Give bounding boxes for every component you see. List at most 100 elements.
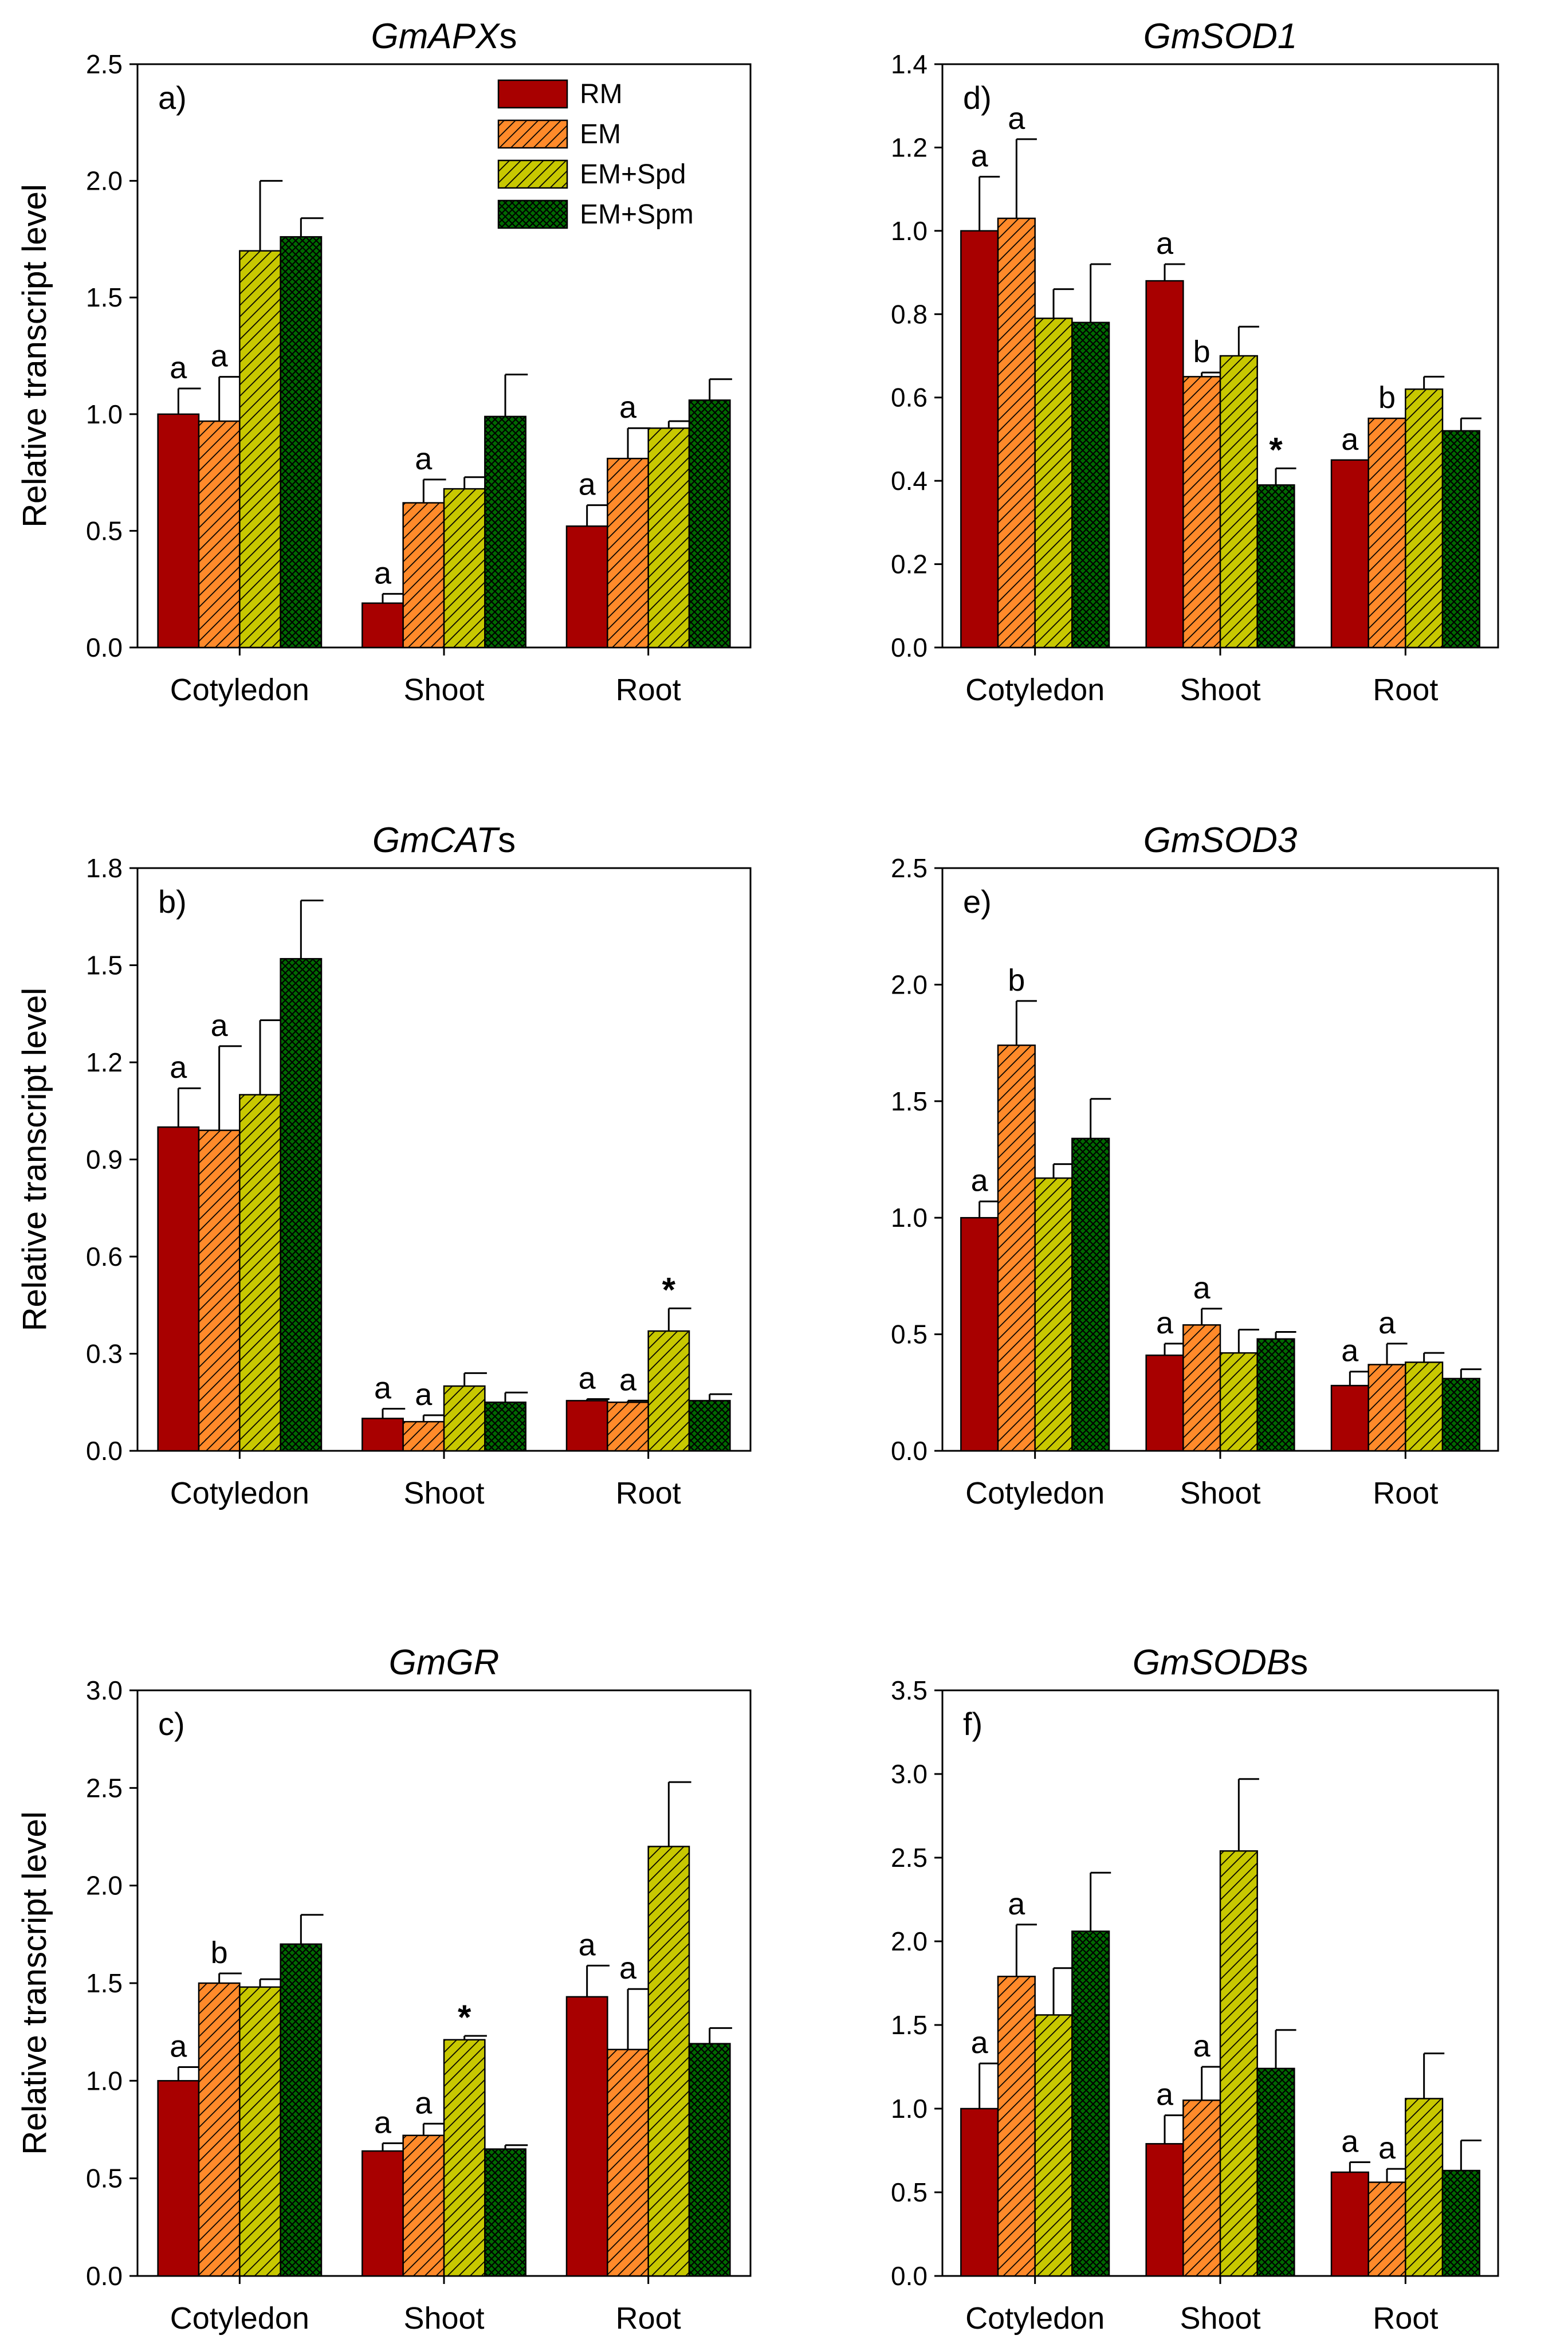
y-axis-label: Relative transcript level: [16, 988, 53, 1332]
significance-label: a: [1156, 2078, 1174, 2112]
bar-rm-cotyledon: [157, 413, 200, 649]
bar-em-root: [1367, 1364, 1406, 1452]
significance-label: a: [579, 1361, 596, 1396]
y-tick-label: 0.0: [86, 1436, 123, 1466]
y-tick-label: 0.6: [86, 1242, 123, 1271]
x-tick-label: Root: [1373, 1476, 1438, 1510]
bar-em-root: [607, 2048, 649, 2277]
significance-label: a: [579, 1928, 596, 1962]
bar-em-spm-shoot: [484, 2148, 526, 2277]
y-tick-label: 0.9: [86, 1145, 123, 1175]
y-tick-label: 1.0: [86, 399, 123, 429]
bar-em-spm-cotyledon: [1071, 1930, 1110, 2277]
bar-em-spm-cotyledon: [280, 957, 323, 1452]
significance-label: a: [170, 2029, 187, 2063]
bar-rm-cotyledon: [157, 2080, 200, 2277]
bar-rm-root: [1330, 459, 1369, 649]
chart-title: GmSOD1: [1143, 17, 1298, 56]
chart-title: GmSODBs: [1133, 1643, 1308, 1682]
y-tick-label: 0.8: [891, 299, 928, 329]
panel-label: e): [963, 884, 992, 920]
bar-rm-shoot: [361, 1418, 404, 1452]
chart-panel-f: 0.0 0.5 1.0 1.5 2.0 2.5 3.0 3.5 GmSODBs f) Relativ…: [16, 1643, 1499, 2336]
bar-rm-cotyledon: [960, 1216, 999, 1452]
chart-title: GmSOD3: [1143, 821, 1298, 860]
bar-em-spm-shoot: [484, 415, 526, 649]
x-tick-label: Root: [616, 1476, 681, 1510]
y-tick-label: 0.0: [891, 2261, 928, 2291]
bar-em-spm-cotyledon: [280, 1943, 323, 2277]
y-tick-label: 0.0: [86, 2261, 123, 2291]
bar-em-spm-root: [1441, 430, 1480, 649]
y-tick-label: 2.0: [86, 166, 123, 196]
bar-em-shoot: [402, 1420, 445, 1452]
bar-em-cotyledon: [997, 217, 1036, 649]
significance-label: a: [170, 1050, 187, 1085]
significance-label: a: [1341, 1334, 1359, 1368]
significance-label: a: [1008, 1887, 1025, 1921]
bar-rm-shoot: [361, 602, 404, 649]
bar-rm-root: [565, 1996, 608, 2277]
bar-em-spm-root: [1441, 1377, 1480, 1452]
bar-em-shoot: [1182, 376, 1221, 649]
significance-label: b: [1193, 335, 1211, 369]
legend-label: EM+Spd: [580, 159, 686, 190]
significance-label: a: [1193, 1271, 1211, 1305]
bar-em-cotyledon: [198, 1129, 241, 1452]
significance-label: *: [458, 1998, 471, 2036]
x-tick-label: Shoot: [403, 2301, 484, 2336]
bar-em-spd-cotyledon: [1034, 2014, 1073, 2277]
bar-rm-root: [1330, 1384, 1369, 1452]
x-tick-label: Cotyledon: [965, 2301, 1105, 2336]
bar-rm-cotyledon: [960, 230, 999, 649]
significance-label: a: [1341, 422, 1359, 457]
bar-rm-shoot: [361, 2150, 404, 2277]
bar-rm-root: [1330, 2171, 1369, 2277]
legend-label: RM: [580, 79, 623, 109]
bar-em-spd-cotyledon: [239, 250, 281, 649]
y-tick-label: 1.2: [891, 132, 928, 162]
panel-label: b): [158, 884, 187, 920]
y-tick-label: 0.5: [86, 516, 123, 545]
x-tick-label: Cotyledon: [965, 1476, 1105, 1510]
significance-label: a: [211, 1008, 229, 1043]
legend-swatch: [497, 119, 568, 149]
significance-label: a: [415, 2086, 433, 2120]
y-tick-label: 2.0: [86, 1871, 123, 1901]
y-tick-label: 2.5: [86, 1773, 123, 1803]
bar-em-shoot: [1182, 2099, 1221, 2277]
significance-label: *: [1269, 430, 1283, 469]
y-tick-label: 0.0: [86, 633, 123, 662]
x-tick-label: Cotyledon: [965, 673, 1105, 707]
y-tick-label: 2.5: [86, 49, 123, 79]
y-tick-label: 0.6: [891, 383, 928, 413]
x-tick-label: Shoot: [403, 1476, 484, 1510]
x-tick-label: Shoot: [1180, 1476, 1260, 1510]
y-tick-label: 0.5: [891, 1320, 928, 1349]
y-axis-label: Relative transcript level: [16, 1811, 53, 2155]
y-tick-label: 0.0: [891, 633, 928, 662]
significance-label: a: [1193, 2029, 1211, 2063]
bar-em-spd-shoot: [1219, 1352, 1258, 1452]
y-axis-label: Relative transcript level: [16, 184, 53, 528]
significance-label: a: [619, 1951, 637, 1985]
y-tick-label: 1.5: [86, 951, 123, 980]
x-tick-label: Shoot: [1180, 2301, 1260, 2336]
bar-rm-cotyledon: [157, 1126, 200, 1452]
bar-em-cotyledon: [997, 1976, 1036, 2277]
x-tick-label: Root: [616, 2301, 681, 2336]
y-tick-label: 1.5: [86, 282, 123, 312]
y-tick-label: 1.5: [891, 2010, 928, 2040]
y-tick-label: 1.0: [891, 1203, 928, 1233]
y-tick-label: 3.0: [891, 1759, 928, 1789]
bar-em-spm-shoot: [1256, 2067, 1295, 2277]
significance-label: a: [1008, 101, 1025, 136]
y-tick-label: 1.5: [891, 1086, 928, 1116]
y-tick-label: 1.0: [891, 2094, 928, 2124]
bar-em-spm-shoot: [1256, 484, 1295, 649]
significance-label: a: [971, 2026, 989, 2060]
legend-label: EM: [580, 119, 621, 150]
chart-panel-c: 0.0 0.5 1.0 1.5 2.0 2.5 3.0 GmGR c) Relative tran…: [16, 1643, 752, 2336]
chart-title: GmCATs: [372, 821, 516, 860]
